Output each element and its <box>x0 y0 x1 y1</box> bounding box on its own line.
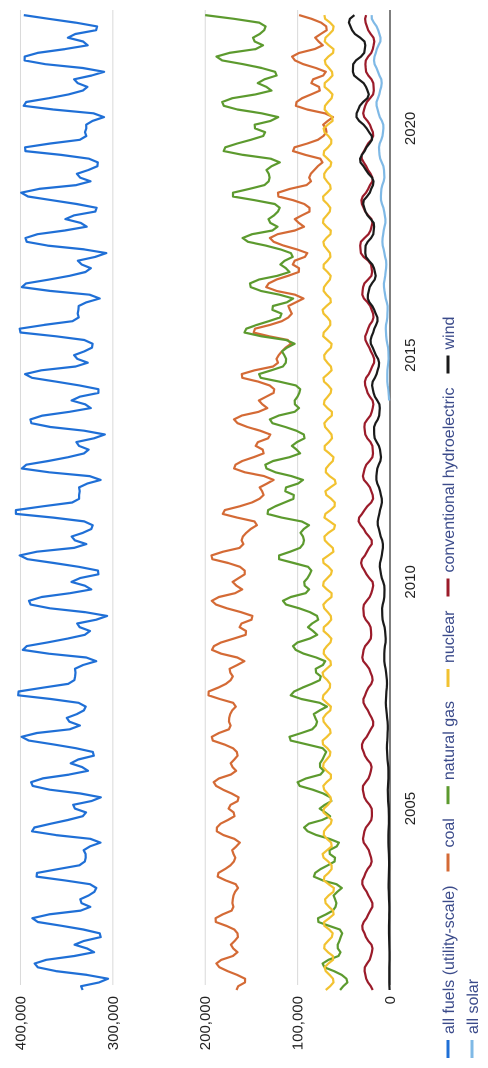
gridlines <box>19 10 299 985</box>
legend: all fuels (utility-scale) coal natural gas… <box>441 317 482 1058</box>
legend-label: wind <box>441 317 458 351</box>
y-tick-label: 0 <box>382 996 399 1004</box>
x-tick-label: 2015 <box>402 338 419 371</box>
legend-label: all fuels (utility-scale) <box>441 886 458 1034</box>
legend-label: nuclear <box>441 610 458 663</box>
series-line-solar <box>370 15 391 401</box>
series-line-coal <box>207 14 335 991</box>
series-line-wind <box>347 14 391 991</box>
y-tick-label: 300,000 <box>105 996 122 1050</box>
legend-label: coal <box>441 818 458 847</box>
series-line-all <box>14 14 110 991</box>
x-tick-label: 2005 <box>402 792 419 825</box>
legend-label: conventional hydroelectric <box>441 388 458 573</box>
y-tick-label: 400,000 <box>12 996 29 1050</box>
x-tick-label: 2010 <box>402 565 419 598</box>
y-tick-label: 100,000 <box>290 996 307 1050</box>
x-tick-label: 2020 <box>402 112 419 145</box>
legend-label: all solar <box>465 978 482 1034</box>
series-lines <box>14 14 391 991</box>
series-line-nuclear <box>321 14 337 991</box>
legend-label: natural gas <box>441 701 458 780</box>
y-tick-label: 200,000 <box>197 996 214 1050</box>
y-axis-tick-labels: 0 100,000 200,000 300,000 400,000 <box>12 996 399 1050</box>
x-axis-tick-labels: 2005 2010 2015 2020 <box>402 112 419 826</box>
series-line-gas <box>205 14 349 991</box>
